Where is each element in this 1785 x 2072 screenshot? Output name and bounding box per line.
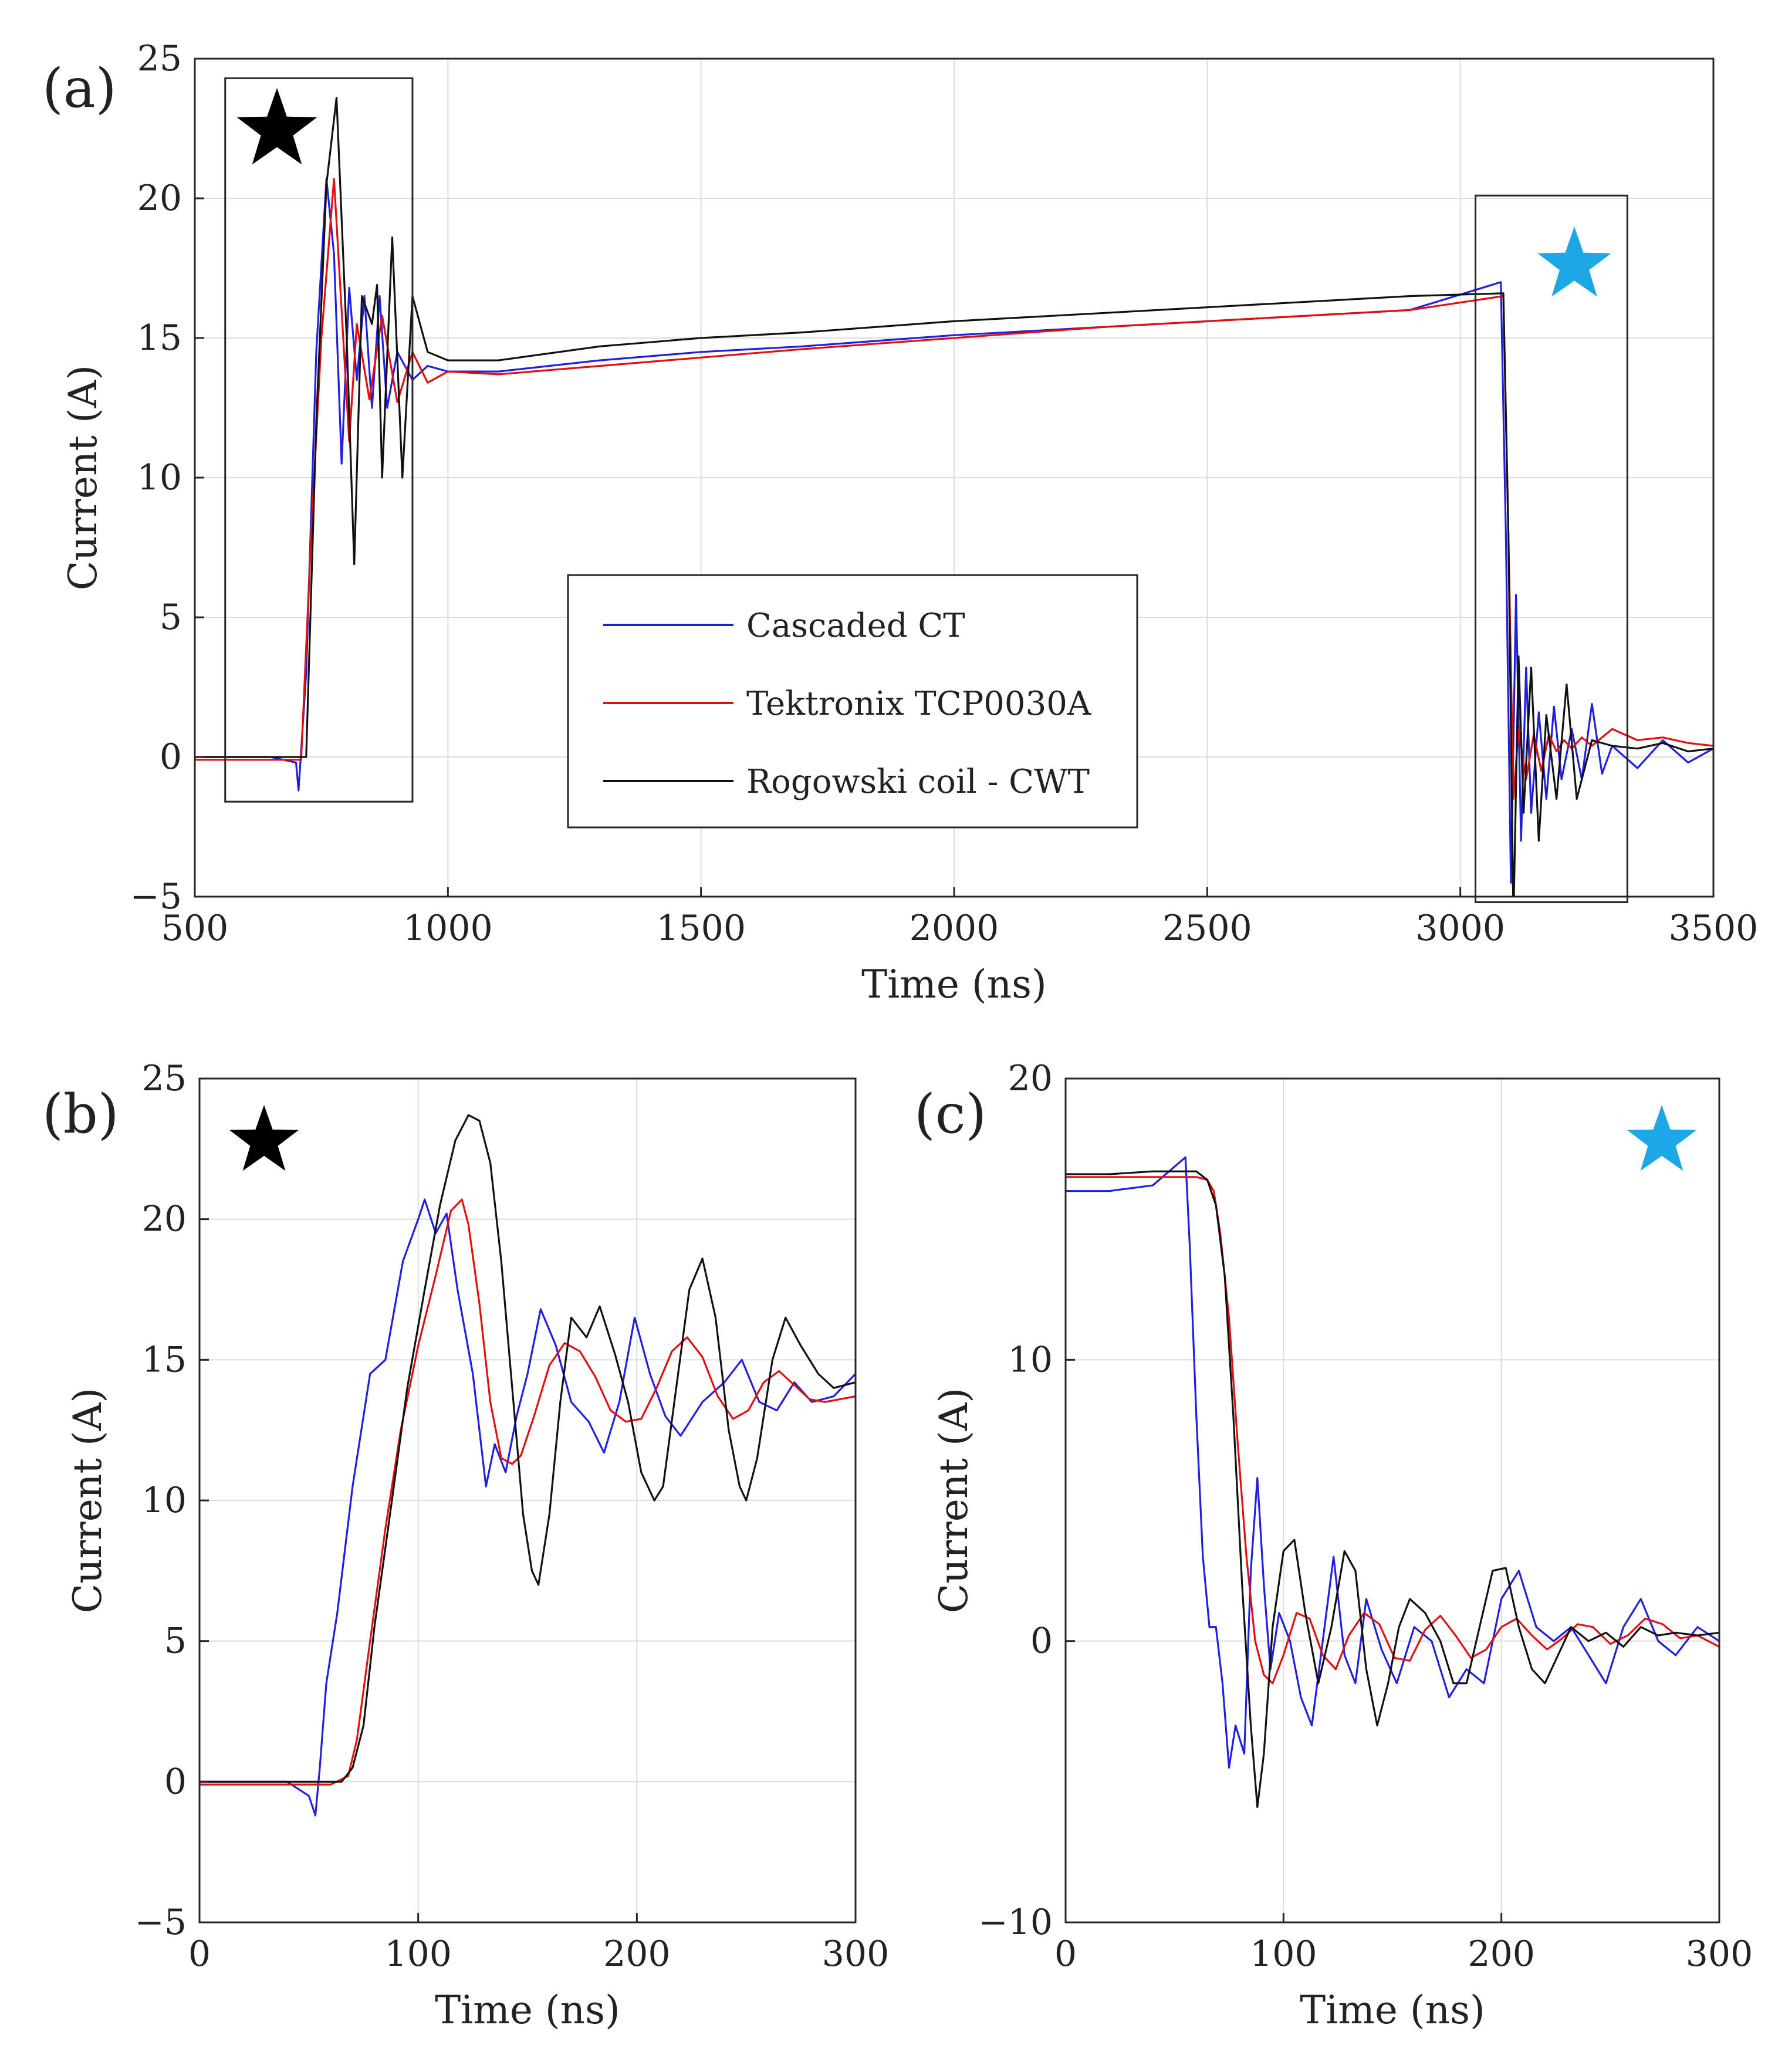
panel-c-series-tektronix-tcp0030a [1066, 1176, 1719, 1685]
panel-a-series-rogowski-coil-cwt [195, 97, 1713, 897]
panel-a-xtick-label: 2000 [910, 908, 999, 949]
panel-a-xtick-label: 1000 [403, 908, 493, 949]
panel-a-ytick-label: 10 [137, 457, 182, 498]
panel-b-xtick-label: 300 [822, 1934, 890, 1975]
legend-label-cascaded-ct: Cascaded CT [746, 607, 965, 645]
panel-a-xtick-label: 1500 [656, 908, 746, 949]
panel-a-star-icon-blue [1537, 227, 1611, 297]
panel-c-x-axis-label: Time (ns) [1300, 1988, 1485, 2033]
panel-c-series-rogowski-coil-cwt [1066, 1170, 1719, 1809]
panel-a-xtick-label: 2500 [1162, 908, 1252, 949]
panel-c-xtick-label: 200 [1468, 1934, 1535, 1975]
panel-a-series-tektronix-tcp0030a [195, 178, 1713, 800]
panel-a-xtick-label: 3500 [1669, 908, 1759, 949]
panel-c-series-cascaded-ct [1066, 1156, 1719, 1769]
panel-a-ytick-label: 15 [137, 317, 182, 359]
panel-b-ytick-label: 15 [142, 1339, 187, 1380]
panel-a-star-icon-black [236, 88, 317, 165]
panel-b-ytick-label: 25 [142, 1058, 187, 1099]
panel-a-y-axis-label: Current (A) [60, 365, 106, 590]
panel-b-ytick-label: 0 [164, 1761, 187, 1802]
panel-b-xtick-label: 0 [188, 1934, 211, 1975]
panel-b-y-axis-label: Current (A) [65, 1388, 110, 1613]
panel-b-plot-area [200, 1114, 856, 1817]
panel-b-label: (b) [42, 1083, 119, 1145]
panel-c-plot-area [1066, 1156, 1719, 1809]
panel-b-star-icon [229, 1105, 299, 1171]
panel-b-series-rogowski-coil-cwt [200, 1114, 856, 1783]
legend-label-tektronix-tcp0030a: Tektronix TCP0030A [746, 685, 1091, 723]
panel-b-x-axis-label: Time (ns) [435, 1988, 620, 2033]
panel-b-ytick-label: 20 [142, 1199, 187, 1240]
panel-b-series-tektronix-tcp0030a [200, 1198, 856, 1786]
panel-a-ytick-label: 0 [160, 736, 182, 778]
panel-c-plot-frame [1064, 1077, 1720, 1924]
panel-b-xtick-label: 200 [603, 1934, 671, 1975]
panel-b-ytick-label: 5 [164, 1621, 187, 1662]
panel-a-xtick-label: 500 [161, 908, 229, 949]
panel-c-xtick-label: 300 [1686, 1934, 1753, 1975]
panel-a-label: (a) [42, 57, 117, 120]
panel-a-ytick-label: 25 [137, 38, 182, 79]
panel-c-y-axis-label: Current (A) [931, 1388, 976, 1613]
panel-a-highlight-region-2 [1475, 194, 1628, 904]
panel-c-ytick-label: 0 [1030, 1621, 1053, 1662]
panel-a-ytick-label: 20 [137, 178, 182, 219]
panel-a-xtick-label: 3000 [1415, 908, 1505, 949]
panel-c-label: (c) [914, 1083, 986, 1145]
panel-a-plot-area [195, 97, 1713, 897]
legend-label-rogowski-coil-cwt: Rogowski coil - CWT [746, 763, 1090, 801]
panel-b-xtick-label: 100 [384, 1934, 452, 1975]
legend-box [567, 574, 1138, 829]
panel-a-x-axis-label: Time (ns) [861, 962, 1047, 1007]
panel-b-ytick-label: 10 [142, 1480, 187, 1521]
panel-a-ytick-label: −5 [130, 876, 182, 917]
panel-b-series-cascaded-ct [200, 1198, 856, 1817]
panel-c-xtick-label: 0 [1054, 1934, 1077, 1975]
panel-a-ytick-label: 5 [160, 597, 182, 638]
panel-a-highlight-region-1 [224, 77, 414, 803]
panel-c-star-icon [1627, 1105, 1696, 1171]
panel-b-ytick-label: −5 [135, 1902, 187, 1943]
panel-c-ytick-label: 20 [1008, 1058, 1053, 1099]
panel-c-xtick-label: 100 [1250, 1934, 1317, 1975]
panel-c-ytick-label: −10 [978, 1902, 1053, 1943]
panel-c-ytick-label: 10 [1008, 1339, 1053, 1380]
panel-a-legend: Cascaded CT Tektronix TCP0030A Rogowski co… [567, 574, 1138, 829]
panel-a-chart: 500 1000 1500 2000 2500 3000 3500 −5 0 5 10 15 20 25 T… [42, 38, 1758, 1007]
